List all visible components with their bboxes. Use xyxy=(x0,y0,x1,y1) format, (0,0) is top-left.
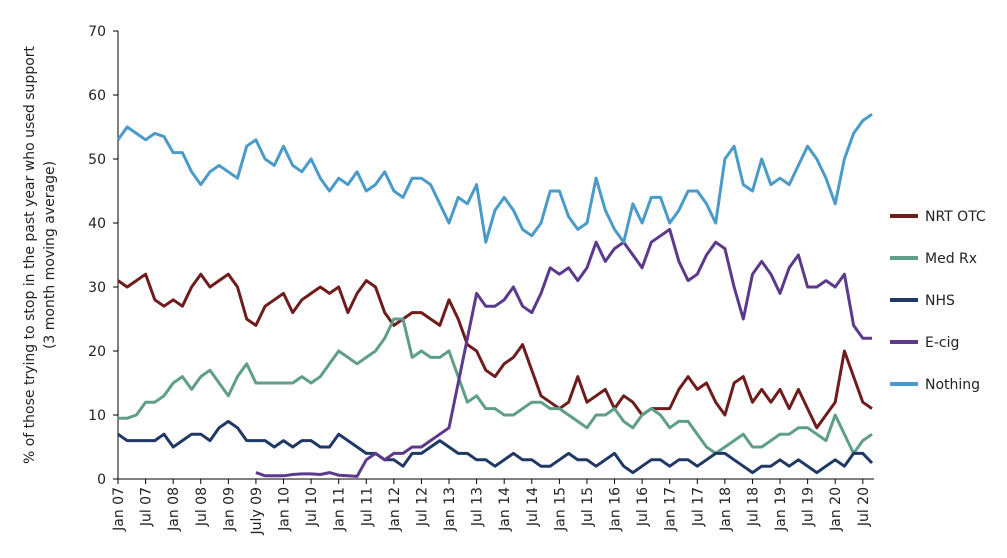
x-tick-label: Jul 13 xyxy=(470,487,486,527)
x-tick-label: Jan 13 xyxy=(442,487,458,532)
y-tick-label: 40 xyxy=(88,216,106,232)
series-line xyxy=(117,419,874,475)
x-tick-label: Jul 11 xyxy=(359,487,375,527)
legend-label: NHS xyxy=(925,293,955,309)
legend-label: Nothing xyxy=(925,377,980,393)
x-tick-label: Jan 15 xyxy=(552,487,568,532)
x-tick-label: Jul 08 xyxy=(194,487,210,527)
x-tick-label: Jan 12 xyxy=(387,487,403,532)
x-tick-label: Jul 07 xyxy=(139,487,155,527)
x-tick-label: Jul 19 xyxy=(801,487,817,527)
x-tick-label: Jul 16 xyxy=(635,487,651,527)
y-tick-label: 30 xyxy=(88,280,106,296)
x-tick-label: Jan 07 xyxy=(111,487,127,532)
legend-label: NRT OTC xyxy=(925,209,986,225)
y-axis-title: (3 month moving average) xyxy=(42,161,58,349)
x-tick-label: Jan 18 xyxy=(718,487,734,532)
y-tick-label: 60 xyxy=(88,88,106,104)
x-tick-label: Jan 09 xyxy=(221,487,237,532)
x-tick-label: Jan 10 xyxy=(277,487,293,532)
x-tick-label: Jan 16 xyxy=(608,487,624,532)
x-tick-label: Jul 20 xyxy=(856,487,872,527)
series-line xyxy=(255,227,872,478)
y-tick-label: 0 xyxy=(97,472,106,488)
y-tick-label: 10 xyxy=(88,408,106,424)
x-tick-label: Jul 18 xyxy=(745,487,761,527)
x-tick-label: Jan 11 xyxy=(332,487,348,532)
x-tick-label: Jul 17 xyxy=(690,487,706,527)
x-tick-label: Jan 14 xyxy=(497,487,513,532)
x-tick-label: July 09 xyxy=(249,487,265,535)
x-tick-label: Jan 19 xyxy=(773,487,789,532)
x-tick-label: Jul 14 xyxy=(525,487,541,527)
series-line xyxy=(116,112,873,244)
y-tick-label: 70 xyxy=(88,24,106,40)
y-tick-label: 50 xyxy=(88,152,106,168)
y-tick-label: 20 xyxy=(88,344,106,360)
series-line xyxy=(118,317,873,455)
x-tick-label: Jul 12 xyxy=(414,487,430,527)
x-tick-label: Jul 10 xyxy=(304,487,320,527)
x-tick-label: Jul 15 xyxy=(580,487,596,527)
x-tick-label: Jan 08 xyxy=(166,487,182,532)
series-line xyxy=(117,272,873,430)
y-axis-title: % of those trying to stop in the past ye… xyxy=(22,45,38,464)
legend-label: Med Rx xyxy=(925,251,977,267)
x-tick-label: Jan 20 xyxy=(828,487,844,532)
legend-label: E-cig xyxy=(925,335,959,351)
x-tick-label: Jan 17 xyxy=(663,487,679,532)
